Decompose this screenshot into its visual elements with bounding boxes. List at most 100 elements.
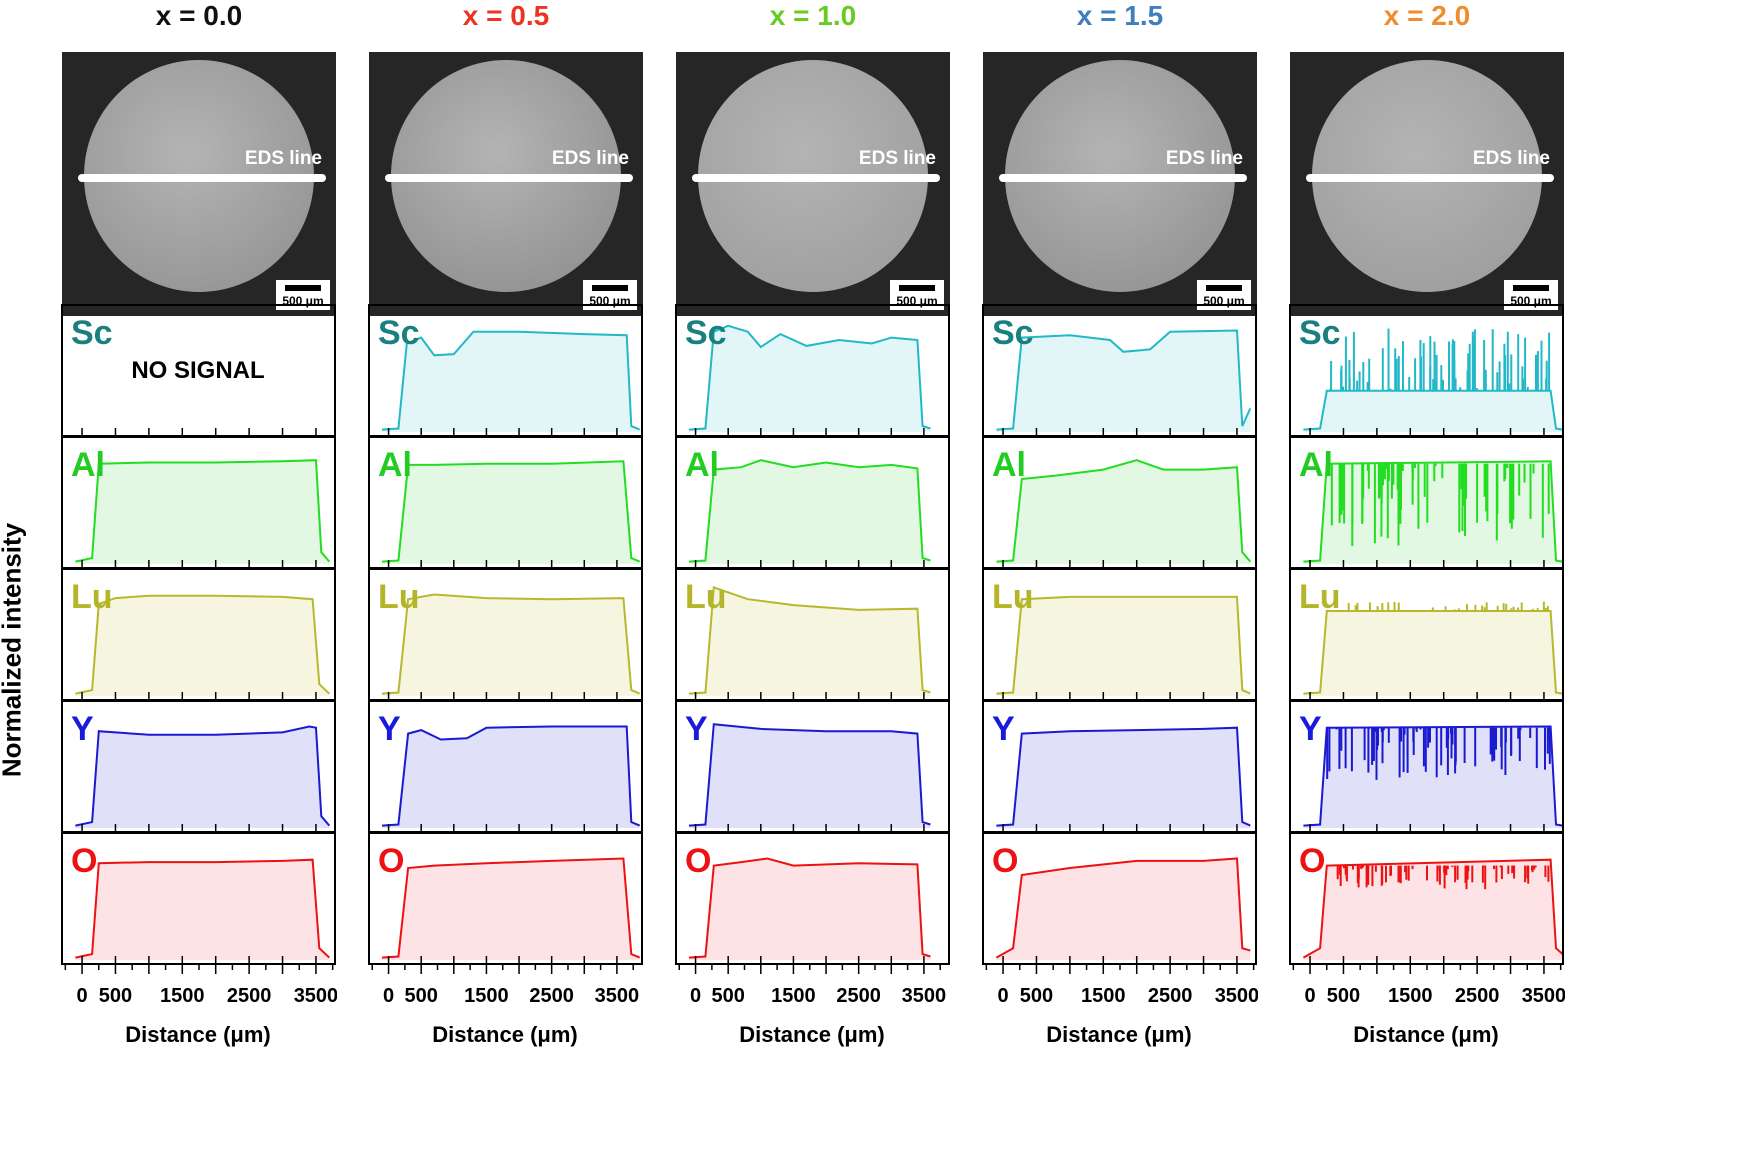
panel-title-0: x = 0.0 [155, 0, 243, 31]
element-label-lu: Lu [685, 578, 727, 616]
element-label-sc: Sc [71, 314, 113, 352]
profile-line-sc [996, 329, 1252, 431]
element-label-al: Al [1299, 446, 1333, 484]
profile-area-lu [75, 595, 330, 696]
profile-line-sc [1303, 389, 1563, 431]
eds-line [78, 174, 326, 182]
profile-area-lu [1303, 611, 1563, 696]
element-label-lu: Lu [378, 578, 420, 616]
x-axis-label: Distance (μm) [432, 1022, 578, 1047]
profile-area-al [382, 461, 640, 564]
tick-label: 500 [99, 985, 132, 1007]
element-label-o: O [992, 842, 1018, 880]
tick-label: 2500 [1148, 985, 1193, 1007]
element-label-o: O [378, 842, 404, 880]
profile-area-y [75, 726, 330, 828]
element-label-y: Y [378, 710, 401, 748]
element-label-lu: Lu [1299, 578, 1341, 616]
tick-label: 1500 [160, 985, 205, 1007]
element-label-sc: Sc [378, 314, 420, 352]
profile-line-al [996, 459, 1252, 563]
profile-area-y [382, 726, 640, 828]
element-label-al: Al [378, 446, 412, 484]
tick-label: 1500 [1081, 985, 1126, 1007]
sem-image-1: EDS line 500 μm [369, 52, 643, 316]
profile-frame-o [675, 832, 950, 965]
profile-line-lu [381, 593, 641, 695]
element-label-sc: Sc [1299, 314, 1341, 352]
sem-image-3: EDS line 500 μm [983, 52, 1257, 316]
tick-label: 0 [1304, 985, 1315, 1007]
profile-frame-o [368, 832, 643, 965]
element-label-lu: Lu [992, 578, 1034, 616]
eds-line-label: EDS line [1472, 148, 1550, 169]
eds-line-label: EDS line [858, 148, 936, 169]
element-label-sc: Sc [685, 314, 727, 352]
element-label-sc: Sc [992, 314, 1034, 352]
tick-label: 3500 [1522, 985, 1565, 1007]
panel-title-2: x = 1.0 [769, 0, 857, 31]
profile-line-sc [688, 324, 931, 431]
profile-line-al [381, 460, 641, 563]
eds-profile-panel-3: Sc Al Lu Y O 0 500 1500 2500 3500 Distance (μm) [982, 304, 1258, 1047]
element-label-o: O [1299, 842, 1325, 880]
profile-line-y [996, 726, 1251, 827]
element-label-al: Al [992, 446, 1026, 484]
profile-area-sc [996, 330, 1251, 432]
x-axis-label: Distance (μm) [739, 1022, 885, 1047]
profile-area-o [996, 858, 1251, 960]
profile-area-sc [382, 331, 640, 432]
profile-line-lu [688, 586, 931, 695]
profile-area-o [689, 858, 931, 960]
element-label-y: Y [992, 710, 1015, 748]
profile-area-al [689, 460, 931, 564]
tick-label: 2500 [1455, 985, 1500, 1007]
tick-label: 500 [712, 985, 745, 1007]
tick-label: 3500 [294, 985, 337, 1007]
x-axis-label: Distance (μm) [1046, 1022, 1192, 1047]
tick-label: 2500 [836, 985, 881, 1007]
profile-area-lu [996, 596, 1251, 696]
panel-title-4: x = 2.0 [1383, 0, 1471, 31]
profile-line-lu [1303, 610, 1563, 695]
tick-label: 0 [383, 985, 394, 1007]
element-label-o: O [71, 842, 97, 880]
profile-area-o [1303, 859, 1563, 960]
profile-line-al [75, 459, 331, 563]
profile-area-lu [382, 594, 640, 696]
profile-line-o [381, 857, 641, 959]
tick-label: 3500 [595, 985, 640, 1007]
profile-area-lu [689, 587, 931, 696]
profile-line-o [75, 858, 330, 959]
profile-area-al [75, 460, 330, 564]
eds-line-label: EDS line [1165, 148, 1243, 169]
tick-label: 2500 [529, 985, 574, 1007]
eds-line [1306, 174, 1554, 182]
profile-line-sc [381, 330, 641, 431]
profile-line-y [75, 725, 331, 827]
profile-line-al [1303, 460, 1563, 563]
profile-area-y [689, 724, 931, 828]
panel-title-3: x = 1.5 [1076, 0, 1164, 31]
eds-line-label: EDS line [551, 148, 629, 169]
profile-line-al [688, 459, 931, 563]
profile-line-y [1303, 725, 1563, 827]
sem-image-2: EDS line 500 μm [676, 52, 950, 316]
tick-label: 1500 [1388, 985, 1433, 1007]
element-label-y: Y [1299, 710, 1322, 748]
element-label-al: Al [71, 446, 105, 484]
tick-label: 0 [997, 985, 1008, 1007]
sem-image-0: EDS line 500 μm [62, 52, 336, 316]
profile-line-o [1302, 858, 1564, 959]
eds-profile-panel-4: Sc Al Lu Y O 0 500 1500 2500 3500 Distance (μm) [1289, 304, 1565, 1047]
tick-label: 1500 [771, 985, 816, 1007]
profile-line-y [381, 725, 641, 827]
tick-label: 500 [1020, 985, 1053, 1007]
sem-image-4: EDS line 500 μm [1290, 52, 1564, 316]
eds-profile-panel-1: Sc Al Lu Y O 0 500 1500 2500 3500 Distance (μm) [368, 304, 643, 1047]
tick-label: 500 [1327, 985, 1360, 1007]
eds-line [999, 174, 1247, 182]
eds-line [385, 174, 633, 182]
element-label-y: Y [685, 710, 708, 748]
profile-area-sc [689, 325, 931, 432]
